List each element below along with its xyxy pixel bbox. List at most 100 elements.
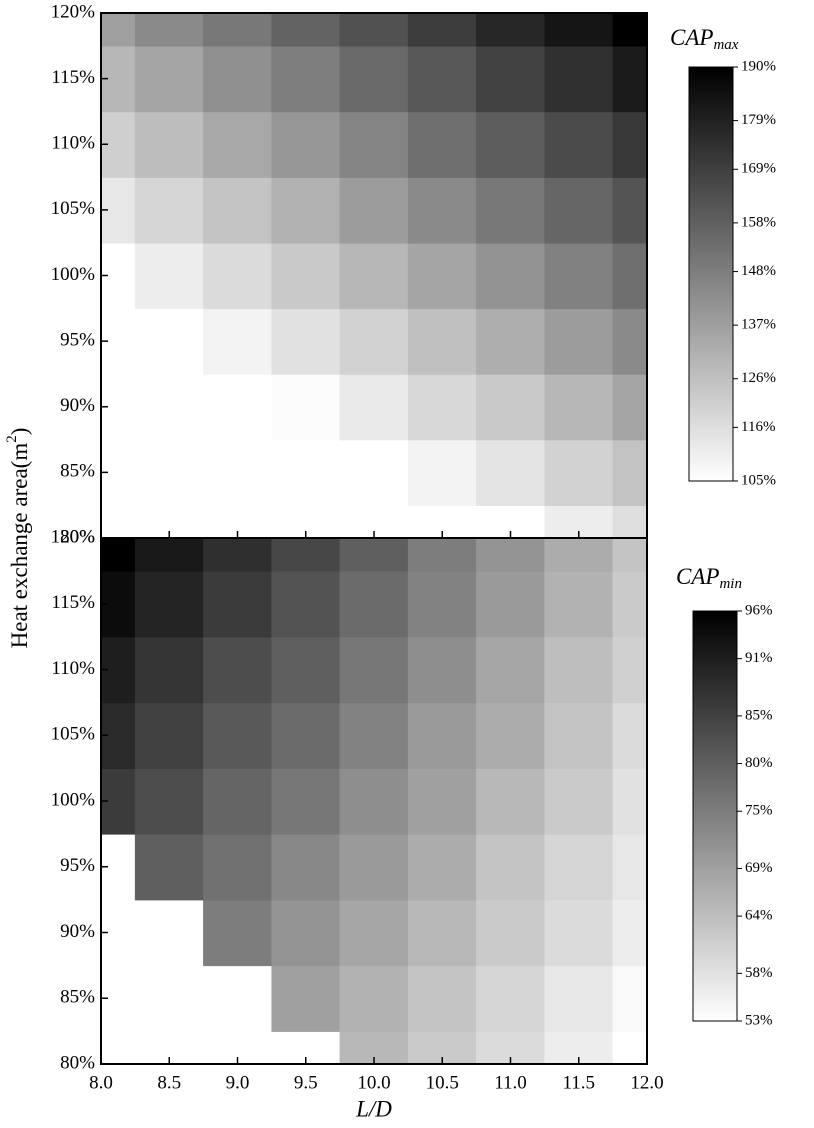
contour-cell (612, 636, 647, 704)
contour-cell (476, 570, 546, 638)
contour-cell (271, 308, 341, 375)
contour-cell (612, 702, 647, 769)
contour-cell (271, 899, 341, 967)
contour-cell (544, 13, 614, 47)
contour-cell (476, 965, 546, 1032)
colorbar-title: CAPmin (676, 564, 742, 592)
contour-cell (203, 538, 273, 572)
contour-cell (544, 111, 614, 178)
contour-cell (612, 242, 647, 310)
contour-cell (271, 833, 341, 901)
contour-cell (476, 13, 546, 47)
contour-cell (134, 13, 205, 47)
contour-cell (544, 833, 614, 901)
colorbar-tick-label: 91% (745, 650, 773, 666)
contour-cell (476, 636, 546, 704)
contour-cell (544, 570, 614, 638)
contour-cell (203, 636, 273, 704)
contour-cell (476, 373, 546, 441)
contour-cell (271, 13, 341, 47)
x-tick-label: 8.5 (157, 1072, 181, 1093)
y-tick-label: 105% (51, 198, 96, 219)
contour-cell (339, 570, 409, 638)
contour-cell (544, 439, 614, 506)
y-tick-label: 80% (60, 1052, 95, 1073)
contour-cell (271, 176, 341, 244)
contour-cell (203, 45, 273, 113)
contour-cell (339, 636, 409, 704)
contour-cell (134, 242, 205, 310)
contour-cell (203, 899, 273, 967)
contour-cell (134, 176, 205, 244)
colorbar-title-sub: min (719, 576, 742, 592)
contour-cell (612, 899, 647, 967)
contour-cell (203, 373, 273, 441)
contour-cell (476, 176, 546, 244)
y-tick-label: 90% (60, 395, 95, 416)
contour-cell (339, 111, 409, 178)
contour-cell (134, 439, 205, 506)
contour-cell (271, 45, 341, 113)
contour-cell (134, 570, 205, 638)
x-tick-label: 11.0 (494, 1072, 527, 1093)
y-axis-label-end: ) (7, 428, 32, 436)
colorbar-tick-label: 64% (745, 908, 773, 924)
contour-cell (271, 373, 341, 441)
y-tick-label: 85% (60, 461, 95, 482)
contour-cell (476, 439, 546, 506)
contour-cell (476, 308, 546, 375)
contour-cell (271, 767, 341, 835)
contour-cell (612, 767, 647, 835)
contour-cell (544, 965, 614, 1032)
contour-cell (339, 833, 409, 901)
y-tick-label: 115% (51, 67, 95, 88)
contour-cell (612, 965, 647, 1032)
contour-cell (612, 833, 647, 901)
contour-cell (407, 111, 478, 178)
contour-cell (612, 13, 647, 47)
contour-cell (407, 702, 478, 769)
contour-cell (203, 111, 273, 178)
x-tick-label: 12.0 (630, 1072, 663, 1093)
colorbar (692, 610, 738, 1022)
colorbar-title-main: CAP (676, 564, 719, 589)
colorbar-tick-label: 85% (745, 707, 773, 723)
y-tick-label: 95% (60, 855, 95, 876)
y-axis-label-text: Heat exchange area(m (7, 443, 32, 649)
contour-cell (612, 1030, 647, 1064)
contour-field (101, 13, 647, 538)
y-tick-label: 90% (60, 921, 95, 942)
contour-cell (134, 111, 205, 178)
contour-cell (544, 308, 614, 375)
contour-cell (339, 538, 409, 572)
colorbar (688, 66, 734, 482)
contour-cell (271, 538, 341, 572)
y-tick-label: 110% (51, 133, 95, 154)
contour-cell (612, 176, 647, 244)
contour-cell (612, 570, 647, 638)
contour-cell (339, 899, 409, 967)
x-tick-label: 8.0 (89, 1072, 113, 1093)
contour-cell (407, 308, 478, 375)
contour-cell (407, 767, 478, 835)
x-tick-label: 9.5 (294, 1072, 318, 1093)
contour-cell (134, 636, 205, 704)
colorbar-tick-label: 53% (745, 1012, 773, 1028)
x-tick-label: 11.5 (562, 1072, 595, 1093)
contour-cell (612, 45, 647, 113)
x-tick-label: 10.0 (357, 1072, 390, 1093)
colorbar-tick-label: 148% (741, 263, 776, 279)
contour-cell (203, 13, 273, 47)
x-tick-label: 9.0 (226, 1072, 250, 1093)
contour-cell (271, 965, 341, 1032)
contour-cell (203, 176, 273, 244)
contour-cell (612, 373, 647, 441)
contour-cell (612, 504, 647, 538)
contour-cell (203, 833, 273, 901)
colorbar-tick-label: 179% (741, 112, 776, 128)
contour-cell (476, 45, 546, 113)
contour-cell (134, 833, 205, 901)
y-tick-label: 100% (51, 789, 96, 810)
contour-cell (476, 702, 546, 769)
